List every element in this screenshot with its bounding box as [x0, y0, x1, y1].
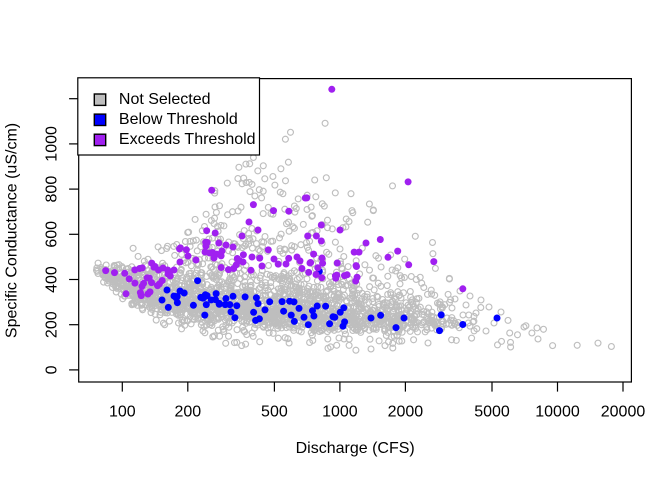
svg-text:Not Selected: Not Selected — [119, 91, 211, 108]
svg-text:0: 0 — [43, 365, 60, 374]
svg-text:600: 600 — [43, 221, 60, 248]
svg-text:1000: 1000 — [43, 126, 60, 162]
svg-text:200: 200 — [174, 404, 201, 421]
svg-text:400: 400 — [43, 266, 60, 293]
svg-text:20000: 20000 — [601, 404, 646, 421]
svg-text:100: 100 — [109, 404, 136, 421]
svg-text:Specific Conductance (uS/cm): Specific Conductance (uS/cm) — [4, 123, 21, 338]
svg-text:10000: 10000 — [535, 404, 580, 421]
svg-text:5000: 5000 — [474, 404, 510, 421]
svg-text:Below Threshold: Below Threshold — [119, 111, 238, 128]
svg-text:2000: 2000 — [388, 404, 424, 421]
svg-text:200: 200 — [43, 311, 60, 338]
svg-text:1000: 1000 — [322, 404, 358, 421]
svg-text:Exceeds Threshold: Exceeds Threshold — [119, 131, 256, 148]
svg-text:500: 500 — [261, 404, 288, 421]
svg-text:800: 800 — [43, 176, 60, 203]
svg-text:Discharge (CFS): Discharge (CFS) — [296, 440, 415, 457]
